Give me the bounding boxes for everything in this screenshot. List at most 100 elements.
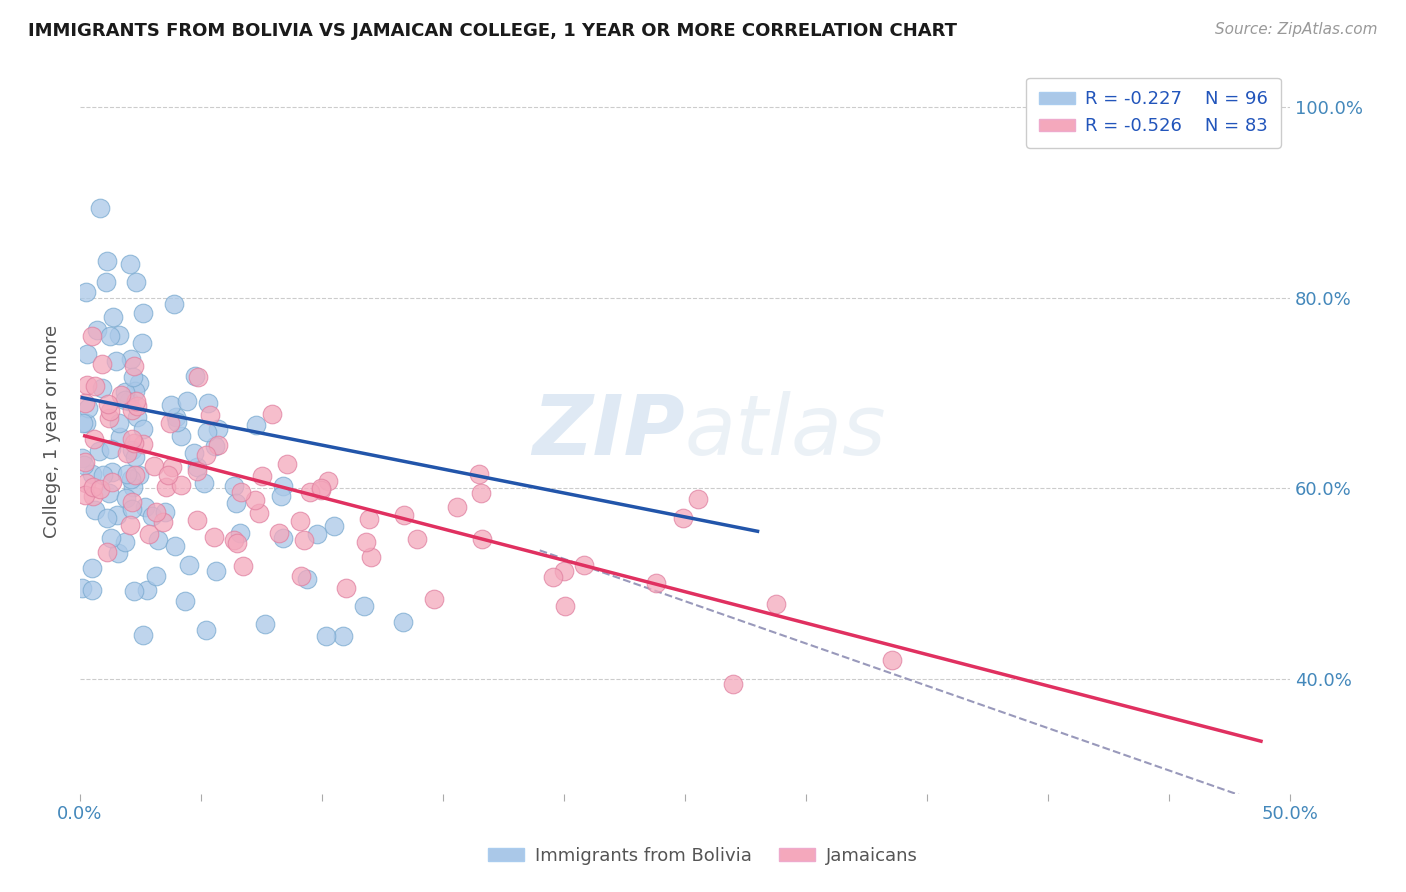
Point bbox=[273, 531, 295, 545]
Point bbox=[165, 539, 187, 553]
Point bbox=[159, 416, 181, 430]
Text: atlas: atlas bbox=[685, 391, 887, 472]
Point bbox=[315, 629, 337, 643]
Point bbox=[100, 531, 122, 545]
Point bbox=[124, 450, 146, 464]
Point bbox=[91, 467, 114, 482]
Point bbox=[183, 368, 205, 383]
Point bbox=[162, 296, 184, 310]
Point bbox=[114, 385, 136, 400]
Point bbox=[392, 615, 415, 629]
Point bbox=[86, 323, 108, 337]
Point bbox=[200, 408, 222, 422]
Point bbox=[121, 432, 143, 446]
Point bbox=[110, 388, 132, 402]
Point bbox=[243, 492, 266, 507]
Point bbox=[253, 616, 276, 631]
Point bbox=[202, 530, 225, 544]
Point bbox=[467, 467, 489, 481]
Point bbox=[132, 628, 155, 642]
Point bbox=[446, 500, 468, 514]
Point bbox=[166, 415, 188, 429]
Legend: R = -0.227    N = 96, R = -0.526    N = 83: R = -0.227 N = 96, R = -0.526 N = 83 bbox=[1026, 78, 1281, 148]
Point bbox=[271, 479, 294, 493]
Point bbox=[108, 416, 131, 430]
Point bbox=[89, 202, 111, 216]
Y-axis label: College, 1 year or more: College, 1 year or more bbox=[44, 325, 60, 538]
Point bbox=[335, 581, 357, 595]
Point bbox=[145, 568, 167, 582]
Point bbox=[356, 534, 378, 549]
Point bbox=[471, 532, 494, 546]
Point bbox=[77, 401, 100, 416]
Point bbox=[332, 629, 354, 643]
Point bbox=[114, 534, 136, 549]
Point bbox=[82, 480, 104, 494]
Point bbox=[394, 508, 416, 522]
Point bbox=[295, 572, 318, 586]
Point bbox=[309, 483, 332, 498]
Point bbox=[353, 599, 375, 613]
Point bbox=[138, 527, 160, 541]
Point bbox=[541, 570, 564, 584]
Point bbox=[160, 459, 183, 474]
Point bbox=[121, 494, 143, 508]
Point bbox=[290, 569, 312, 583]
Point bbox=[290, 514, 312, 528]
Point bbox=[73, 454, 96, 468]
Point bbox=[405, 532, 427, 546]
Point bbox=[120, 352, 142, 367]
Point bbox=[360, 549, 382, 564]
Point bbox=[152, 516, 174, 530]
Point bbox=[98, 403, 121, 417]
Point bbox=[165, 409, 187, 424]
Point bbox=[96, 511, 118, 525]
Point bbox=[75, 476, 97, 491]
Point bbox=[76, 378, 98, 392]
Point bbox=[75, 285, 97, 299]
Point bbox=[187, 370, 209, 384]
Point bbox=[131, 437, 153, 451]
Point bbox=[672, 511, 695, 525]
Point bbox=[572, 558, 595, 573]
Point bbox=[115, 467, 138, 482]
Point bbox=[122, 583, 145, 598]
Point bbox=[84, 502, 107, 516]
Point bbox=[292, 533, 315, 547]
Point bbox=[80, 328, 103, 343]
Point bbox=[882, 653, 904, 667]
Point bbox=[193, 476, 215, 491]
Point bbox=[82, 490, 104, 504]
Point bbox=[186, 459, 208, 474]
Point bbox=[125, 410, 148, 425]
Point bbox=[267, 526, 290, 541]
Point bbox=[249, 506, 271, 520]
Point bbox=[276, 457, 298, 471]
Point bbox=[186, 464, 208, 478]
Point bbox=[207, 422, 229, 436]
Point bbox=[173, 594, 195, 608]
Point bbox=[205, 564, 228, 578]
Point bbox=[110, 430, 132, 444]
Point bbox=[76, 346, 98, 360]
Point bbox=[80, 467, 103, 481]
Point bbox=[72, 582, 94, 596]
Point bbox=[108, 327, 131, 342]
Point bbox=[73, 458, 96, 473]
Point bbox=[121, 443, 143, 458]
Point bbox=[128, 468, 150, 483]
Point bbox=[222, 533, 245, 547]
Legend: Immigrants from Bolivia, Jamaicans: Immigrants from Bolivia, Jamaicans bbox=[479, 838, 927, 874]
Point bbox=[232, 558, 254, 573]
Point bbox=[186, 513, 208, 527]
Point bbox=[118, 518, 141, 533]
Point bbox=[470, 486, 492, 500]
Point bbox=[183, 445, 205, 459]
Point bbox=[118, 394, 141, 409]
Point bbox=[423, 592, 446, 607]
Point bbox=[131, 335, 153, 350]
Point bbox=[96, 254, 118, 268]
Point bbox=[84, 379, 107, 393]
Point bbox=[101, 310, 124, 324]
Point bbox=[120, 473, 142, 487]
